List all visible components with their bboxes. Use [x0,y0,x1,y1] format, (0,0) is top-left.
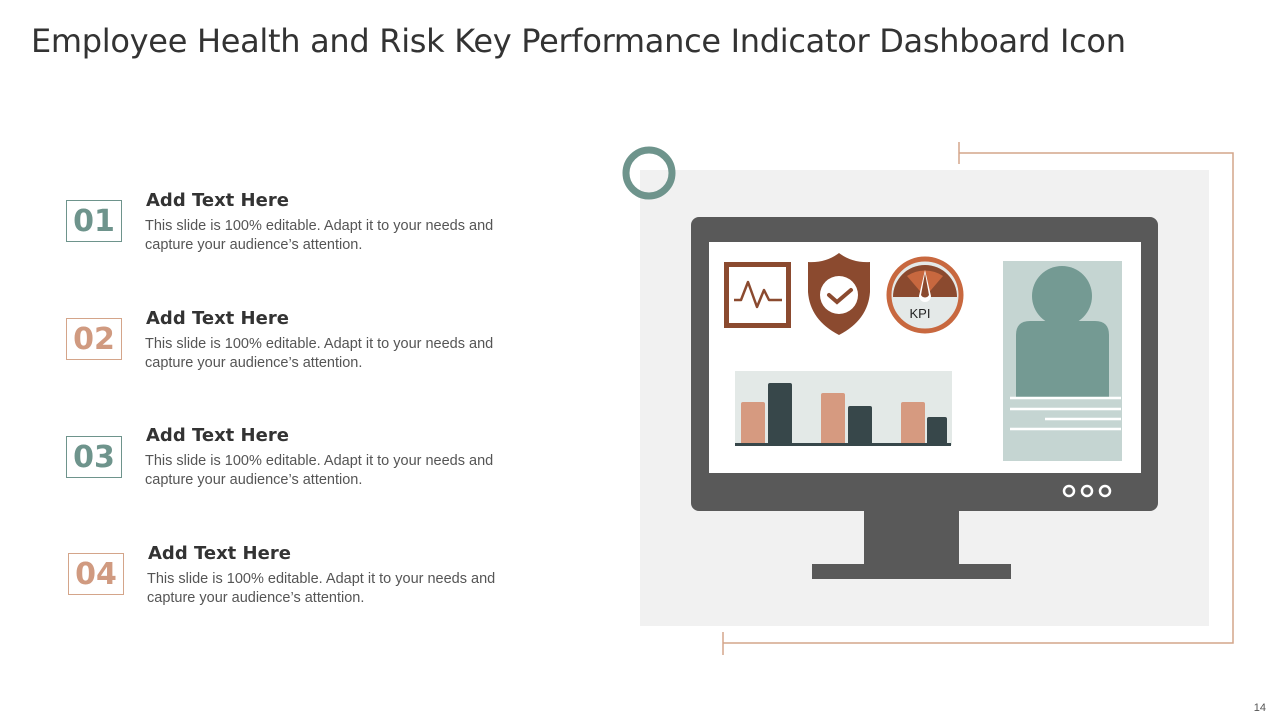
kpi-label: KPI [910,306,931,321]
bar [927,417,947,445]
ecg-icon [724,262,791,328]
item-text: This slide is 100% editable. Adapt it to… [147,571,496,606]
number-badge: 01 [66,200,122,242]
page-number: 14 [1253,702,1266,714]
bar [768,383,792,445]
kpi-gauge-icon: KPI [886,256,964,334]
item-text: This slide is 100% editable. Adapt it to… [145,336,494,371]
item-heading: Add Text Here [146,190,289,211]
frame-bracket [722,142,1234,655]
ring-decoration [622,146,676,200]
item-heading: Add Text Here [148,543,291,564]
user-profile-icon [1003,261,1122,461]
number-badge: 04 [68,553,124,595]
number-badge: 02 [66,318,122,360]
bar [848,406,872,445]
bar [741,402,765,445]
bar [901,402,925,445]
bar-chart-icon [735,371,952,446]
monitor-icon [691,217,1158,579]
item-heading: Add Text Here [146,425,289,446]
number-badge: 03 [66,436,122,478]
bar [821,393,845,445]
shield-check-icon [808,253,870,335]
item-heading: Add Text Here [146,308,289,329]
item-text: This slide is 100% editable. Adapt it to… [145,218,494,253]
background-panel [640,170,1209,626]
item-text: This slide is 100% editable. Adapt it to… [145,453,494,488]
slide-title: Employee Health and Risk Key Performance… [31,22,1126,60]
